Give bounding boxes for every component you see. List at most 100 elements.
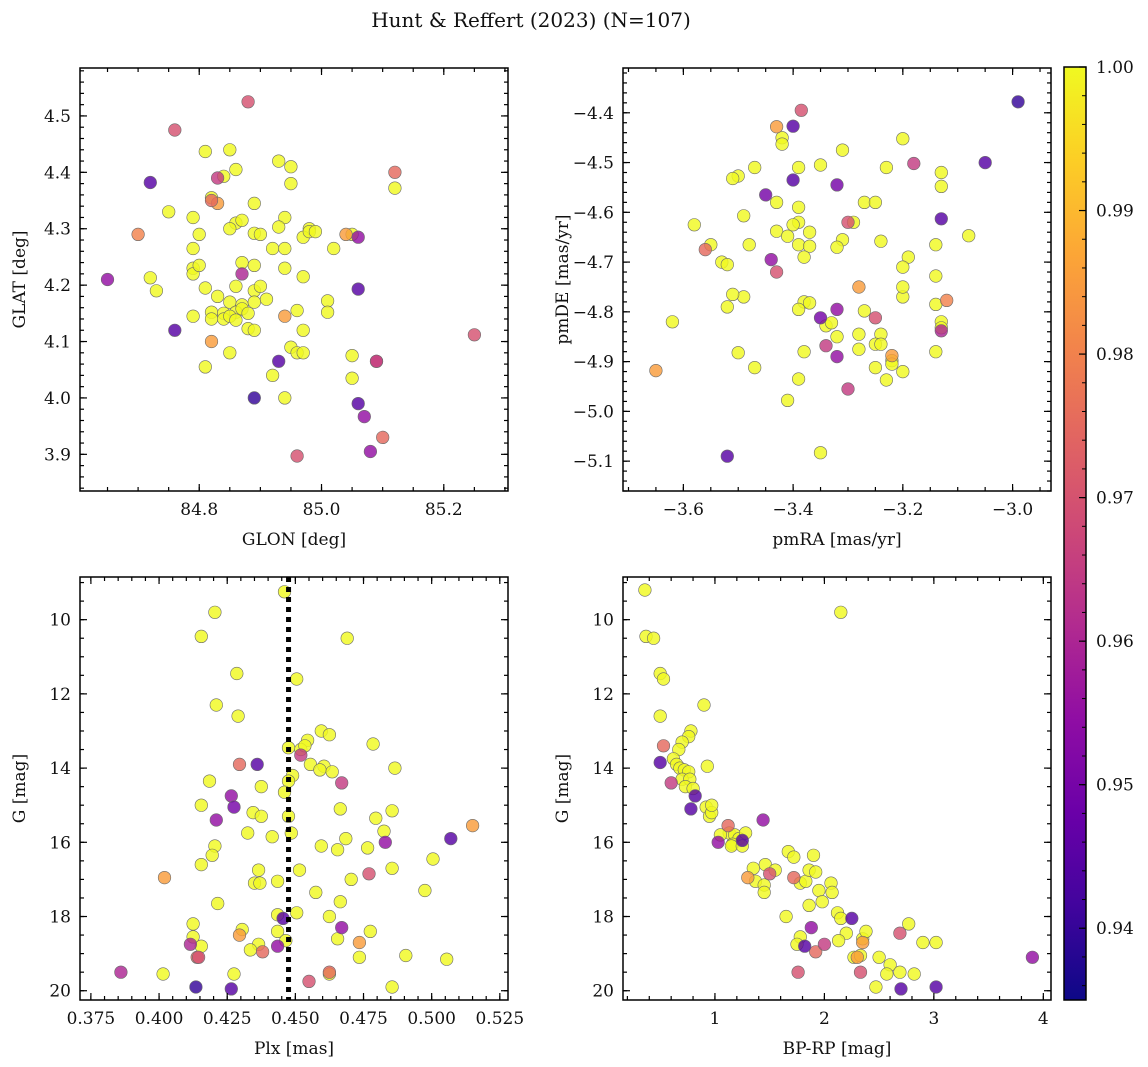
y-tick-label: 16 — [49, 833, 71, 853]
ticks-pmra-pmde — [623, 68, 1051, 492]
ticks-glon-glat — [80, 68, 508, 491]
data-point — [351, 282, 365, 296]
data-point — [162, 205, 176, 219]
data-point — [247, 391, 261, 405]
data-point — [825, 885, 839, 900]
axes-frame — [622, 576, 1052, 1001]
data-point — [874, 337, 888, 351]
data-point — [294, 748, 308, 762]
data-point — [229, 313, 243, 327]
data-point — [186, 309, 200, 323]
data-point — [418, 883, 432, 898]
data-point — [340, 631, 354, 645]
data-point — [385, 861, 399, 875]
data-point — [806, 848, 821, 862]
axes-frame — [622, 67, 1052, 492]
data-point — [813, 446, 828, 460]
data-point — [209, 698, 223, 712]
x-axis-label: BP-RP [mag] — [783, 1039, 892, 1059]
data-point — [830, 350, 844, 364]
y-tick-label: 12 — [49, 685, 71, 705]
points-pmra-pmde — [649, 95, 1025, 463]
data-point — [757, 885, 771, 900]
data-point — [786, 218, 800, 232]
data-point — [720, 300, 734, 314]
data-point — [325, 765, 339, 779]
data-point — [211, 289, 225, 304]
data-point — [794, 103, 808, 117]
data-point — [335, 776, 349, 790]
x-axis-label: pmRA [mas/yr] — [772, 530, 901, 550]
data-point — [143, 175, 157, 190]
y-tick-label: 10 — [592, 611, 614, 631]
data-point — [791, 238, 806, 252]
data-point — [194, 857, 208, 872]
data-point — [850, 950, 864, 964]
data-point — [879, 373, 894, 387]
data-point — [934, 179, 948, 193]
data-point — [232, 928, 247, 942]
data-point — [198, 281, 212, 295]
data-point — [901, 250, 915, 264]
x-axis-label: GLON [deg] — [242, 530, 346, 550]
data-point — [247, 258, 261, 273]
data-point — [830, 302, 844, 317]
data-point — [934, 212, 948, 226]
data-point — [896, 132, 910, 146]
data-point — [361, 841, 375, 855]
data-point — [893, 965, 907, 979]
data-point — [252, 863, 266, 877]
data-point — [687, 218, 701, 232]
data-point — [209, 813, 223, 827]
y-tick-label: −4.6 — [573, 203, 614, 223]
data-point — [798, 939, 812, 953]
x-tick-label: 0.525 — [475, 1009, 524, 1029]
data-point — [143, 271, 157, 285]
data-point — [208, 605, 222, 619]
data-point — [813, 311, 828, 325]
data-point — [893, 926, 907, 940]
data-point — [357, 410, 371, 424]
data-point — [834, 605, 848, 619]
x-tick-label: −3.4 — [772, 500, 813, 520]
data-point — [830, 330, 844, 344]
data-point — [934, 165, 948, 180]
data-point — [168, 123, 182, 137]
x-tick-label: 0.375 — [67, 1009, 116, 1029]
data-point — [756, 813, 770, 827]
data-point — [764, 253, 778, 267]
data-point — [292, 863, 307, 877]
data-point — [290, 672, 304, 686]
data-point — [223, 346, 237, 360]
data-point — [815, 895, 829, 909]
data-point — [351, 230, 365, 244]
data-point — [791, 160, 806, 175]
data-point — [698, 243, 712, 257]
data-point — [284, 160, 298, 174]
data-point — [321, 294, 335, 308]
data-point — [272, 220, 286, 234]
data-point — [802, 898, 816, 913]
data-point — [1025, 950, 1039, 964]
y-tick-label: 20 — [592, 982, 614, 1002]
data-point — [824, 316, 839, 330]
data-point — [902, 917, 916, 931]
data-point — [720, 258, 734, 272]
y-axis-label: G [mag] — [10, 754, 30, 823]
data-point — [205, 848, 219, 862]
axes-frame — [79, 67, 509, 492]
y-tick-label: −4.8 — [573, 303, 614, 323]
data-point — [247, 323, 261, 337]
points-plx-g — [114, 585, 480, 996]
data-point — [869, 980, 883, 994]
data-point — [211, 896, 225, 911]
data-point — [726, 171, 740, 186]
data-point — [831, 933, 846, 948]
data-point — [194, 939, 208, 953]
data-point — [763, 867, 777, 881]
data-point — [272, 354, 286, 368]
data-point — [198, 144, 212, 159]
x-tick-label: 0.425 — [203, 1009, 252, 1029]
data-point — [978, 156, 992, 170]
